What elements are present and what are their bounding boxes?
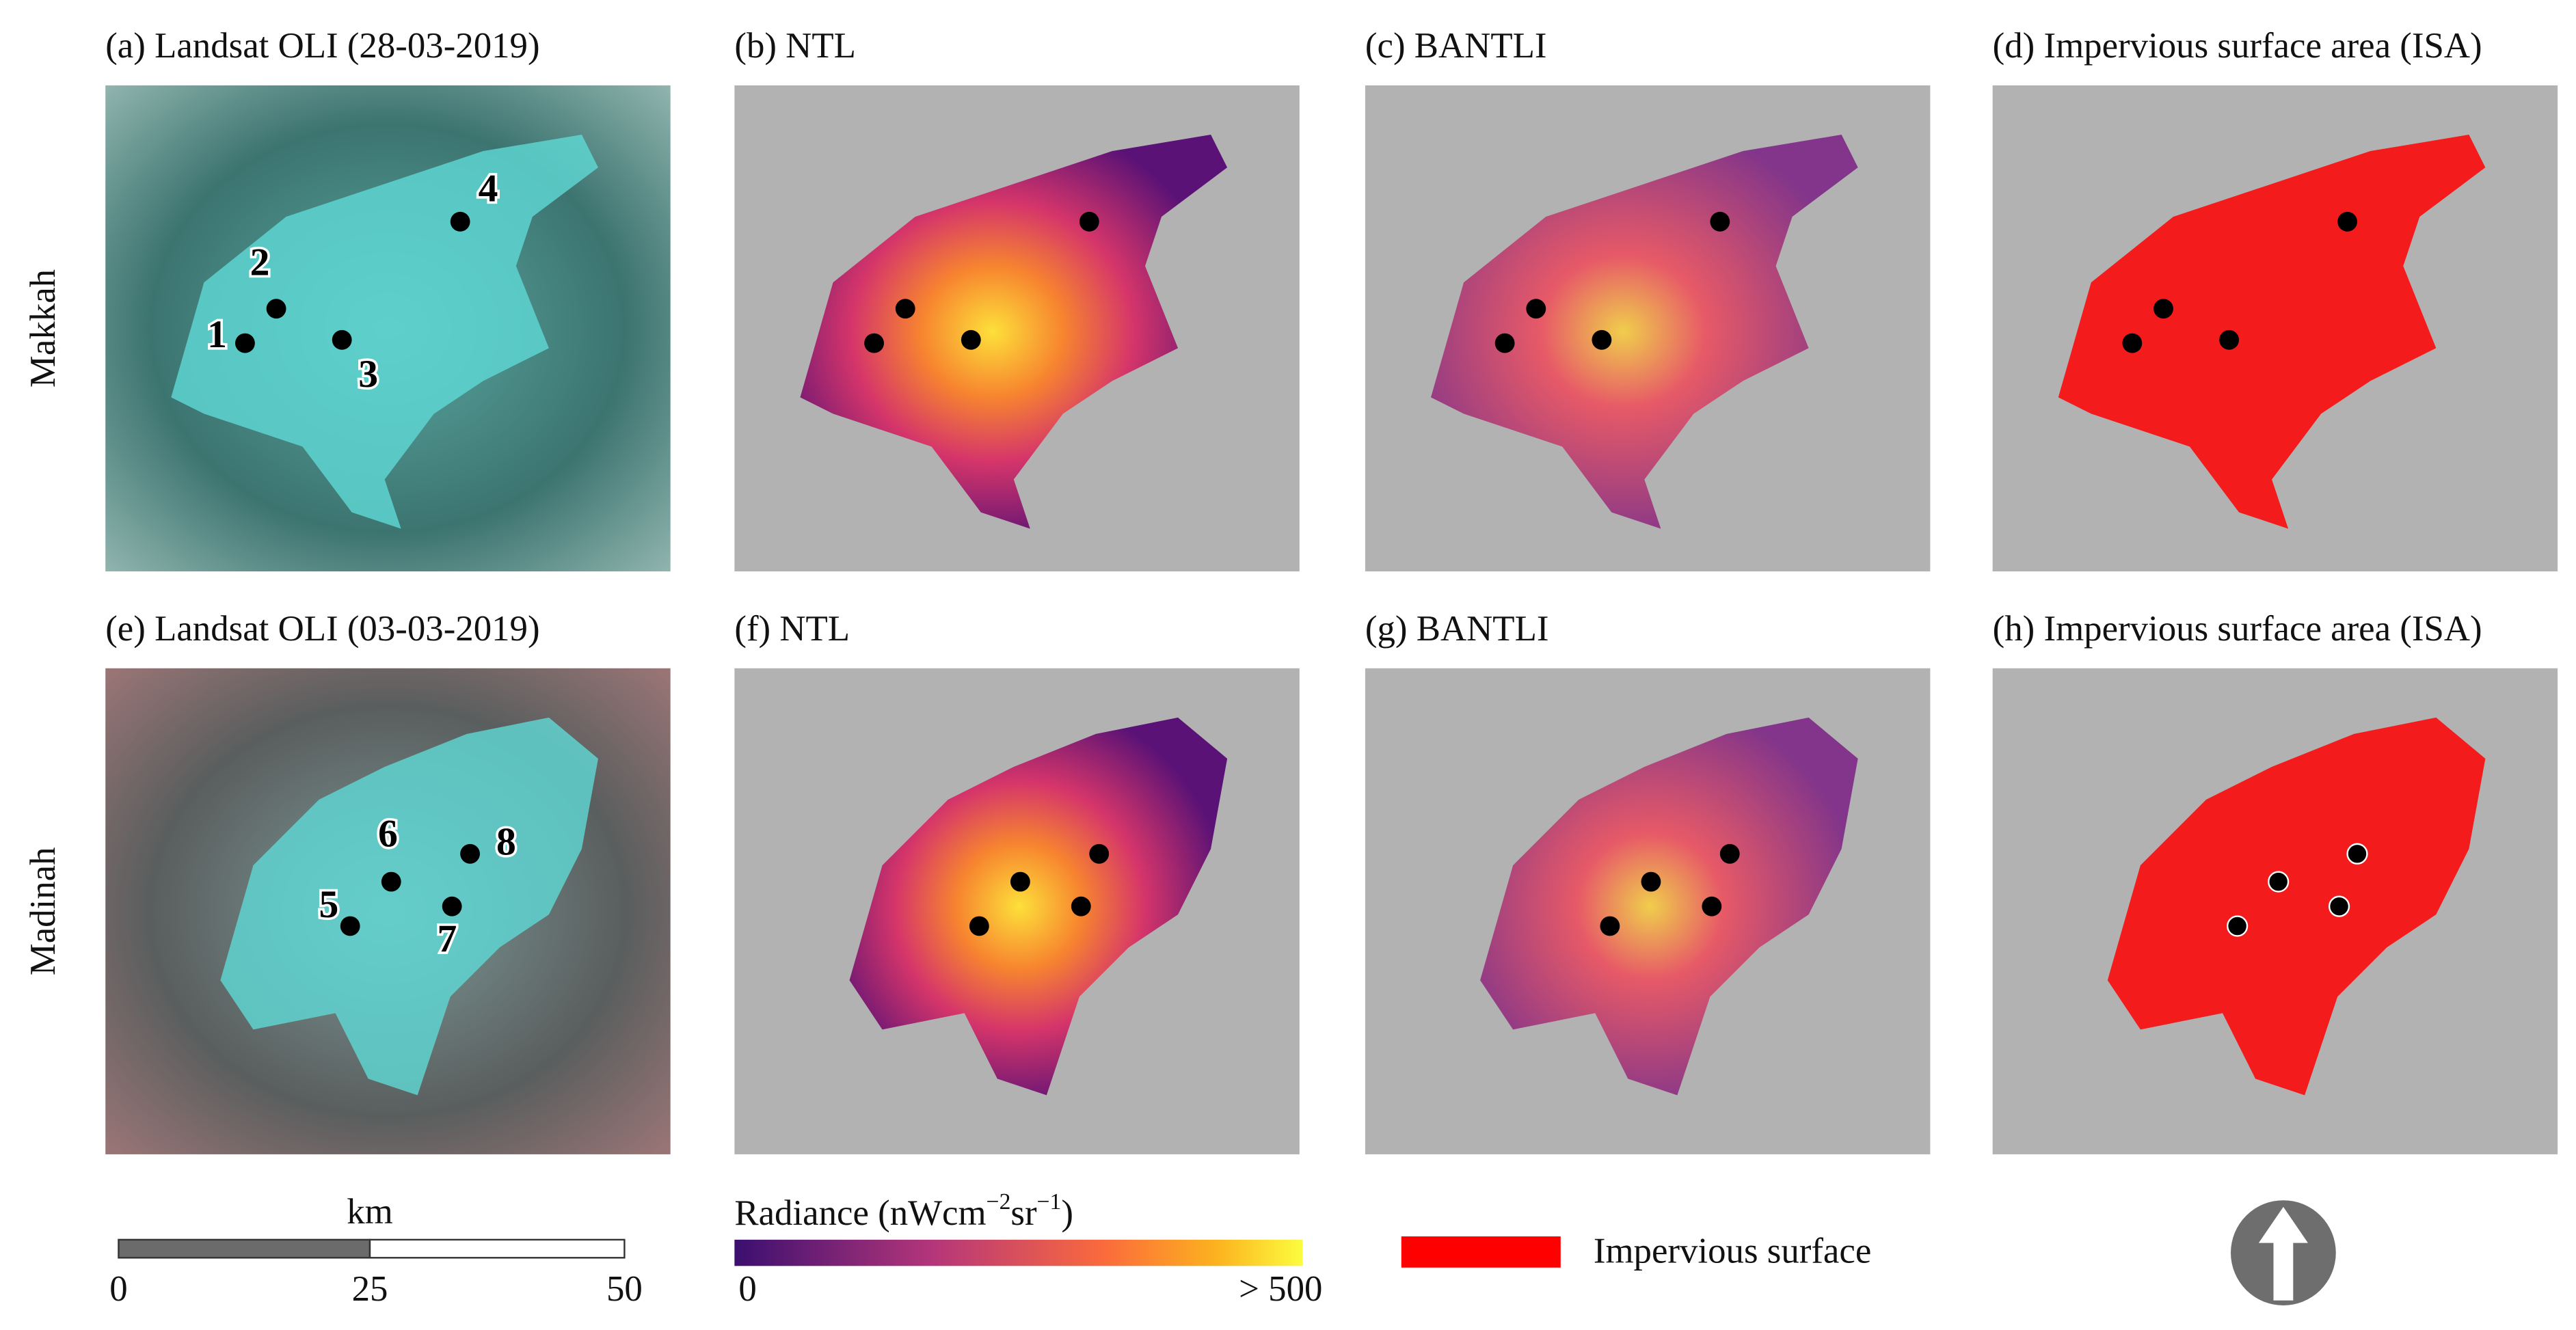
location-dot <box>2154 299 2173 319</box>
location-number: 3 <box>358 353 378 396</box>
colorbar-title: Radiance (nWcm−2sr−1) <box>734 1189 1073 1234</box>
location-dot <box>2268 871 2290 893</box>
location-dot <box>2346 843 2368 865</box>
location-dot <box>442 896 462 917</box>
colorbar-min: 0 <box>738 1269 756 1309</box>
scale-bar-dark <box>118 1238 371 1259</box>
location-dot <box>1641 871 1661 892</box>
location-dot <box>1079 211 1099 232</box>
panel-label: (g) BANTLI <box>1365 609 1549 649</box>
location-dot <box>1592 329 1612 350</box>
location-dot <box>2122 333 2143 353</box>
urban-area <box>220 717 598 1096</box>
location-dot <box>895 299 915 319</box>
location-dot <box>1089 843 1110 864</box>
location-dot <box>460 843 480 864</box>
urban-area <box>171 135 598 529</box>
location-dot <box>1526 299 1546 319</box>
panel-label: (b) NTL <box>734 26 856 66</box>
location-dot <box>1702 896 1722 917</box>
row-label: Makkah <box>23 269 63 388</box>
location-number: 6 <box>378 812 398 855</box>
location-dot <box>2337 211 2358 232</box>
location-dot <box>864 333 884 353</box>
location-dot <box>1494 333 1515 353</box>
location-dot <box>2227 915 2249 937</box>
scale-bar-light <box>368 1238 626 1259</box>
location-dot <box>1600 916 1620 936</box>
urban-area <box>1480 717 1858 1096</box>
location-dot <box>2328 895 2350 917</box>
urban-area <box>1431 135 1858 529</box>
legend-label: Impervious surface <box>1594 1232 1871 1271</box>
location-dot <box>235 333 255 353</box>
location-dot <box>1719 843 1740 864</box>
location-dot <box>266 299 286 319</box>
north-arrow <box>2231 1200 2336 1305</box>
location-dot <box>2219 329 2240 350</box>
urban-area <box>849 717 1228 1096</box>
location-dot <box>340 916 360 936</box>
colorbar <box>734 1239 1303 1266</box>
legend-swatch <box>1401 1236 1561 1268</box>
location-dot <box>969 916 989 936</box>
location-dot <box>1710 211 1730 232</box>
scale-label: 50 <box>606 1269 643 1309</box>
location-number: 7 <box>438 917 457 960</box>
location-number: 5 <box>319 883 339 926</box>
urban-area <box>800 135 1228 529</box>
location-dot <box>1010 871 1030 892</box>
urban-area <box>2107 717 2486 1096</box>
panel-label: (f) NTL <box>734 609 850 649</box>
scale-unit: km <box>347 1192 393 1232</box>
scale-label: 25 <box>352 1269 388 1309</box>
colorbar-max: > 500 <box>1239 1269 1322 1309</box>
location-dot <box>332 329 352 350</box>
panel-label: (e) Landsat OLI (03-03-2019) <box>105 609 539 649</box>
location-dot <box>450 211 470 232</box>
location-number: 2 <box>250 241 270 284</box>
location-number: 4 <box>479 167 498 210</box>
panel-label: (d) Impervious surface area (ISA) <box>1993 26 2482 66</box>
location-dot <box>381 871 401 892</box>
location-number: 1 <box>207 313 227 356</box>
location-number: 8 <box>496 821 516 864</box>
row-label: Madinah <box>23 847 63 975</box>
panel-label: (h) Impervious surface area (ISA) <box>1993 609 2482 649</box>
location-dot <box>1071 896 1091 917</box>
panel-label: (c) BANTLI <box>1365 26 1547 66</box>
urban-area <box>2058 135 2486 529</box>
panel-label: (a) Landsat OLI (28-03-2019) <box>105 26 539 66</box>
scale-label: 0 <box>109 1269 127 1309</box>
location-dot <box>961 329 981 350</box>
